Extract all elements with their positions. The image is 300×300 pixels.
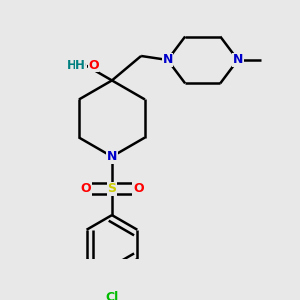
Text: N: N [107, 150, 117, 163]
Text: Cl: Cl [105, 291, 119, 300]
Text: N: N [232, 53, 243, 66]
Text: HO: HO [67, 59, 87, 72]
Text: H: H [75, 59, 85, 72]
Text: O: O [133, 182, 144, 195]
Text: N: N [162, 53, 173, 66]
Text: O: O [80, 182, 91, 195]
Text: S: S [107, 182, 116, 195]
Text: O: O [88, 59, 99, 72]
